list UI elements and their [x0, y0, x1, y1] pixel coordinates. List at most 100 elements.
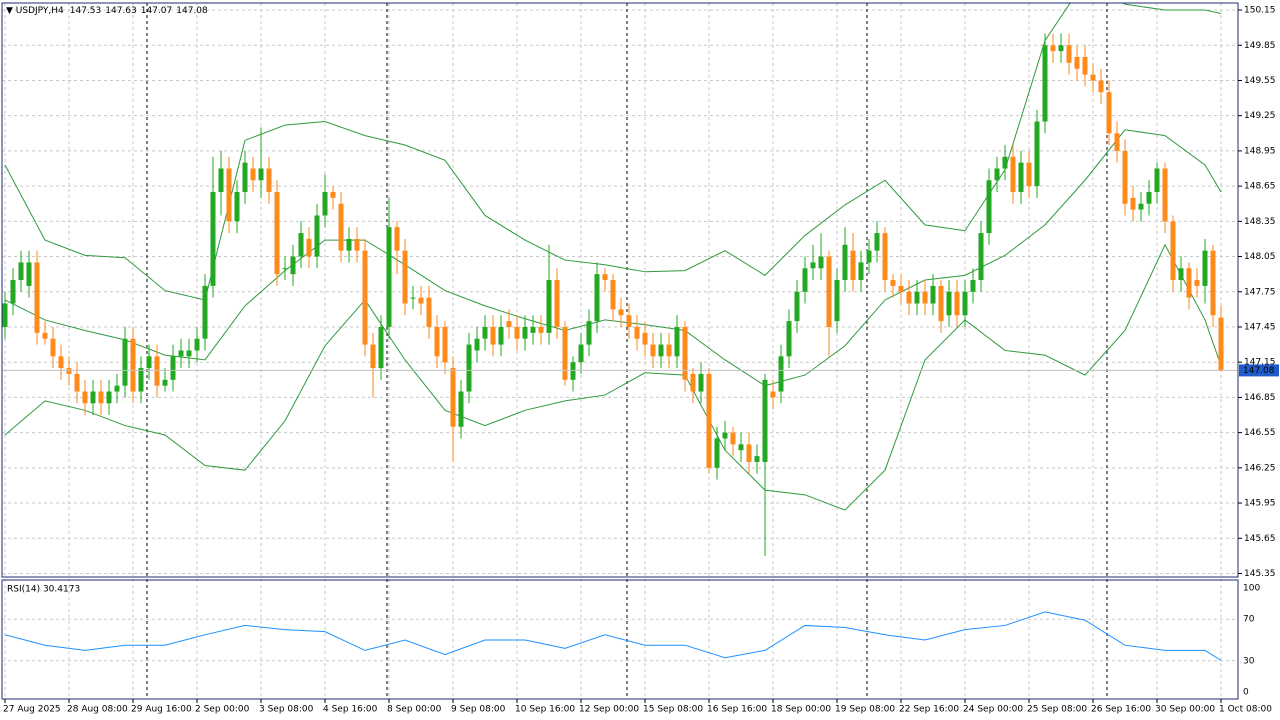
candle-body	[914, 291, 920, 304]
symbol-title: USDJPY,H4	[16, 6, 64, 16]
candle-body	[74, 373, 80, 392]
candle-body	[306, 238, 312, 257]
candle-body	[1210, 250, 1216, 316]
y-tick-label: 147.45	[1244, 322, 1276, 332]
bollinger-band	[4, 243, 1222, 511]
candle-body	[202, 285, 208, 339]
current-price-box	[1239, 364, 1279, 377]
candle-body	[98, 391, 104, 404]
candle-body	[762, 379, 768, 462]
candle-body	[66, 368, 72, 374]
candle-body	[1186, 268, 1192, 298]
y-tick-label: 148.65	[1244, 182, 1276, 192]
candle-body	[1074, 56, 1080, 69]
candle-body	[810, 262, 816, 269]
candle-body	[674, 326, 680, 357]
candle-body	[338, 203, 344, 251]
y-tick-label: 146.55	[1244, 428, 1276, 438]
x-tick-label: 24 Sep 00:00	[963, 705, 1023, 715]
candle-body	[690, 373, 696, 392]
candle-body	[1202, 250, 1208, 286]
candle-body	[234, 191, 240, 222]
x-tick-label: 22 Sep 16:00	[899, 705, 959, 715]
candle-body	[42, 332, 48, 339]
candle-body	[2, 303, 8, 327]
candle-body	[50, 338, 56, 357]
candle-body	[858, 262, 864, 281]
candle-body	[114, 385, 120, 392]
candle-body	[402, 250, 408, 304]
y-tick-label: 146.85	[1244, 393, 1276, 403]
candle-body	[802, 268, 808, 292]
candle-body	[130, 338, 136, 392]
candle-body	[186, 350, 192, 357]
candle-body	[642, 332, 648, 345]
header-close: 147.08	[176, 6, 208, 16]
candle-body	[362, 250, 368, 345]
candle-body	[1178, 268, 1184, 281]
candle-body	[330, 191, 336, 198]
candle-body	[10, 280, 16, 304]
rsi-line	[4, 611, 1222, 661]
x-tick-label: 8 Sep 00:00	[387, 705, 442, 715]
y-tick-label: 0	[1243, 688, 1249, 698]
candle-body	[346, 238, 352, 251]
x-tick-label: 28 Aug 08:00	[67, 705, 128, 715]
y-tick-label: 147.15	[1244, 358, 1276, 368]
x-tick-label: 29 Aug 16:00	[131, 705, 192, 715]
x-tick-label: 16 Sep 16:00	[707, 705, 767, 715]
candle-body	[514, 326, 520, 339]
candle-body	[266, 168, 272, 192]
header-open: 147.53	[70, 6, 102, 16]
candle-body	[586, 321, 592, 345]
candle-body	[490, 326, 496, 345]
header-high: 147.63	[105, 6, 137, 16]
y-tick-label: 149.85	[1244, 41, 1276, 51]
candle-body	[754, 456, 760, 462]
axes: 150.15 149.85 149.55 149.25 148.95 148.65 148.…	[3, 6, 1279, 715]
candle-body	[938, 285, 944, 322]
candle-body	[698, 373, 704, 392]
candle-body	[146, 356, 152, 369]
x-tick-label: 15 Sep 08:00	[643, 705, 703, 715]
candle-body	[1194, 280, 1200, 286]
candle-body	[850, 250, 856, 281]
candle-body	[546, 280, 552, 333]
x-tick-label: 25 Sep 08:00	[1027, 705, 1087, 715]
x-tick-label: 2 Sep 00:00	[195, 705, 250, 715]
candle-body	[554, 280, 560, 327]
candle-body	[482, 326, 488, 339]
price-plot	[2, 3, 1238, 556]
candle-body	[354, 238, 360, 251]
x-tick-label: 19 Sep 08:00	[835, 705, 895, 715]
candle-body	[706, 373, 712, 468]
candle-body	[778, 356, 784, 392]
candle-body	[1154, 168, 1160, 192]
candle-body	[18, 262, 24, 281]
candle-body	[210, 191, 216, 286]
candle-body	[682, 326, 688, 380]
candle-body	[722, 432, 728, 439]
candle-body	[466, 344, 472, 392]
x-tick-label: 3 Sep 08:00	[259, 705, 314, 715]
header-low: 147.07	[141, 6, 173, 16]
candle-body	[594, 274, 600, 322]
bollinger-band	[4, 129, 1222, 387]
candle-body	[242, 162, 248, 192]
candle-body	[386, 227, 392, 327]
candle-body	[322, 191, 328, 216]
rsi-frame	[1, 579, 1239, 700]
y-tick-label: 145.95	[1244, 499, 1276, 509]
candle-body	[218, 168, 224, 192]
x-tick-label: 27 Aug 2025	[3, 705, 61, 715]
rsi-title: RSI(14) 30.4173	[7, 585, 80, 595]
x-tick-label: 9 Sep 08:00	[451, 705, 506, 715]
candle-body	[1026, 162, 1032, 187]
header-arrow: ▼	[6, 6, 16, 16]
candle-body	[562, 326, 568, 380]
candle-body	[746, 444, 752, 462]
x-tick-label: 1 Oct 08:00	[1219, 705, 1272, 715]
candle-body	[618, 309, 624, 316]
candle-body	[994, 168, 1000, 181]
candle-body	[842, 244, 848, 281]
